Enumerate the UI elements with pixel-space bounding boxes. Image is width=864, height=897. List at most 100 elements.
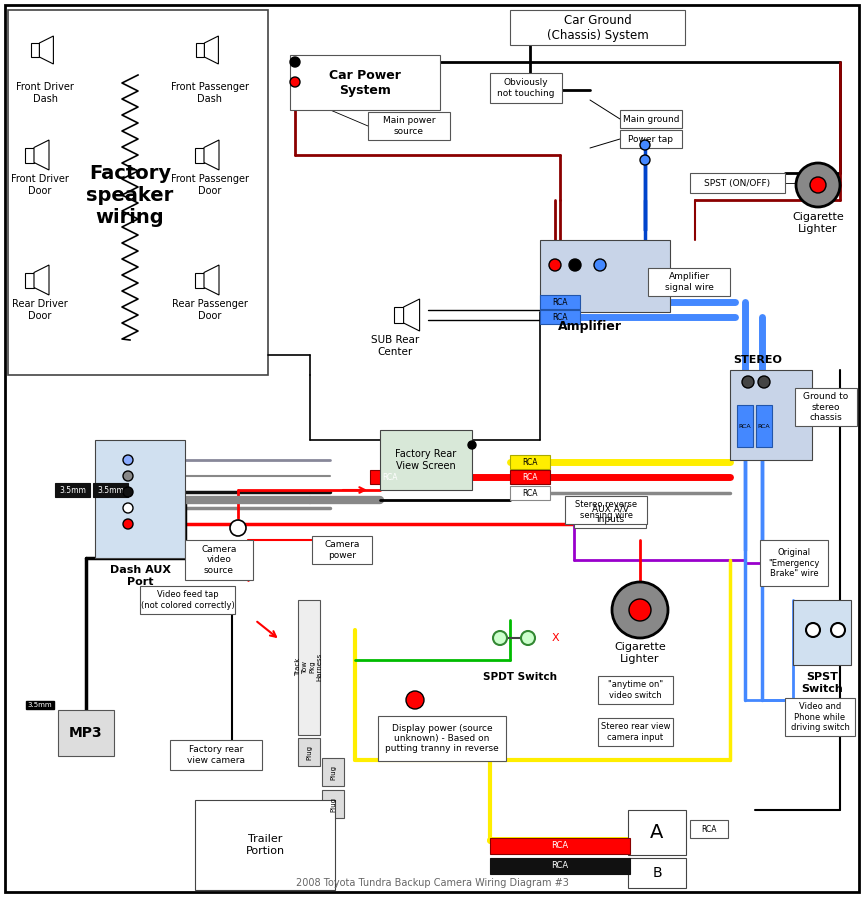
Text: Amplifier: Amplifier (558, 320, 622, 333)
Circle shape (594, 259, 606, 271)
Text: RCA: RCA (552, 312, 568, 321)
FancyBboxPatch shape (648, 268, 730, 296)
FancyBboxPatch shape (628, 810, 686, 855)
Polygon shape (34, 265, 49, 295)
Circle shape (569, 259, 581, 271)
FancyBboxPatch shape (620, 130, 682, 148)
Text: Display power (source
unknown) - Based on
putting tranny in reverse: Display power (source unknown) - Based o… (385, 724, 499, 753)
Circle shape (290, 77, 300, 87)
FancyBboxPatch shape (312, 536, 372, 564)
FancyBboxPatch shape (140, 586, 235, 614)
Text: X: X (551, 633, 559, 643)
Text: Factory rear
view camera: Factory rear view camera (187, 745, 245, 765)
Text: Plug: Plug (330, 797, 336, 812)
Text: RCA: RCA (551, 861, 569, 870)
Circle shape (123, 503, 133, 513)
Text: Main power
source: Main power source (383, 117, 435, 135)
FancyBboxPatch shape (628, 858, 686, 888)
FancyBboxPatch shape (795, 388, 857, 426)
FancyBboxPatch shape (370, 470, 410, 484)
FancyBboxPatch shape (298, 738, 320, 766)
Text: Video feed tap
(not colored correctly): Video feed tap (not colored correctly) (141, 590, 234, 610)
Text: Cigarette
Lighter: Cigarette Lighter (792, 212, 844, 233)
Text: RCA: RCA (522, 489, 537, 498)
FancyBboxPatch shape (540, 295, 580, 309)
FancyBboxPatch shape (185, 540, 253, 580)
Polygon shape (204, 265, 219, 295)
Circle shape (612, 582, 668, 638)
Text: Factory Rear
View Screen: Factory Rear View Screen (396, 449, 457, 471)
Text: Car Ground
(Chassis) System: Car Ground (Chassis) System (547, 13, 648, 41)
Text: SPST (ON/OFF): SPST (ON/OFF) (704, 179, 771, 187)
Polygon shape (403, 299, 420, 331)
Polygon shape (205, 36, 219, 64)
FancyBboxPatch shape (510, 470, 550, 484)
FancyBboxPatch shape (93, 483, 128, 497)
Text: Front Driver
Dash: Front Driver Dash (16, 82, 74, 103)
Polygon shape (34, 140, 49, 170)
Text: Factory
speaker
wiring: Factory speaker wiring (86, 163, 174, 227)
Text: SPDT Switch: SPDT Switch (483, 672, 557, 682)
Bar (31, 43, 40, 57)
Circle shape (290, 57, 300, 67)
Text: Power tap: Power tap (628, 135, 674, 144)
Text: Stereo reverse
sensing wire: Stereo reverse sensing wire (575, 501, 637, 519)
FancyBboxPatch shape (574, 500, 646, 528)
Text: "anytime on"
video switch: "anytime on" video switch (608, 680, 663, 700)
Text: 2008 Toyota Tundra Backup Camera Wiring Diagram #3: 2008 Toyota Tundra Backup Camera Wiring … (295, 878, 569, 888)
FancyBboxPatch shape (298, 600, 320, 735)
FancyBboxPatch shape (756, 405, 772, 447)
Text: SPST
Switch: SPST Switch (801, 672, 843, 693)
FancyBboxPatch shape (368, 112, 450, 140)
Text: AUX A/V
inputs: AUX A/V inputs (592, 504, 628, 524)
FancyBboxPatch shape (760, 540, 828, 586)
FancyBboxPatch shape (8, 10, 268, 375)
Text: RCA: RCA (522, 457, 537, 466)
Text: A: A (651, 823, 664, 842)
Circle shape (123, 471, 133, 481)
Text: Ground to
stereo
chassis: Ground to stereo chassis (804, 392, 848, 422)
Circle shape (123, 455, 133, 465)
Text: Front Passenger
Door: Front Passenger Door (171, 174, 249, 196)
Text: Amplifier
signal wire: Amplifier signal wire (664, 273, 714, 292)
Text: 3.5mm: 3.5mm (97, 485, 124, 494)
Text: Track
Tow
Pkg
Harness: Track Tow Pkg Harness (295, 653, 322, 681)
Text: Cigarette
Lighter: Cigarette Lighter (614, 642, 666, 664)
FancyBboxPatch shape (690, 173, 785, 193)
FancyBboxPatch shape (730, 370, 812, 460)
Circle shape (629, 599, 651, 621)
Circle shape (406, 691, 424, 709)
Text: Car Power
System: Car Power System (329, 68, 401, 97)
Bar (25, 147, 34, 162)
Circle shape (230, 520, 246, 536)
Text: Dash AUX
Port: Dash AUX Port (110, 565, 170, 587)
FancyBboxPatch shape (322, 790, 344, 818)
FancyBboxPatch shape (490, 858, 630, 874)
Text: Trailer
Portion: Trailer Portion (245, 834, 284, 856)
FancyBboxPatch shape (540, 240, 670, 312)
FancyBboxPatch shape (378, 716, 506, 761)
Circle shape (123, 487, 133, 497)
Polygon shape (40, 36, 54, 64)
Polygon shape (204, 140, 219, 170)
FancyBboxPatch shape (690, 820, 728, 838)
Text: 3.5mm: 3.5mm (59, 485, 86, 494)
Circle shape (831, 623, 845, 637)
Text: Original
"Emergency
Brake" wire: Original "Emergency Brake" wire (768, 548, 820, 578)
Circle shape (758, 376, 770, 388)
Text: Rear Passenger
Door: Rear Passenger Door (172, 299, 248, 320)
FancyBboxPatch shape (737, 405, 753, 447)
Text: Plug: Plug (306, 745, 312, 760)
Circle shape (796, 163, 840, 207)
Text: RCA: RCA (758, 423, 771, 429)
Text: Camera
power: Camera power (324, 540, 359, 560)
Text: RCA: RCA (551, 841, 569, 850)
Bar (196, 43, 205, 57)
Bar (195, 273, 204, 288)
Bar (25, 273, 34, 288)
Circle shape (468, 441, 476, 449)
FancyBboxPatch shape (195, 800, 335, 890)
FancyBboxPatch shape (540, 310, 580, 324)
Text: RCA: RCA (382, 473, 397, 482)
Text: Front Passenger
Dash: Front Passenger Dash (171, 82, 249, 103)
